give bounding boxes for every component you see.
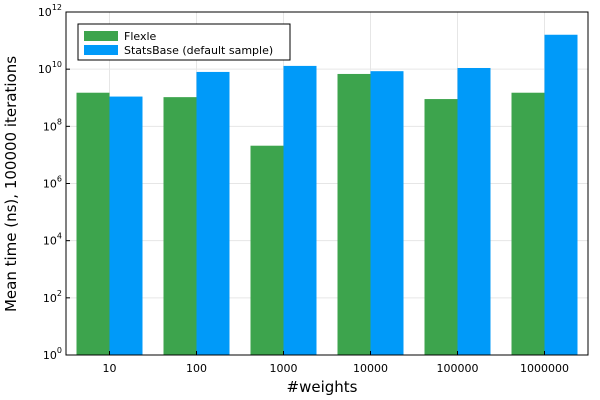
legend-swatch-flexle <box>84 31 118 41</box>
x-ticks: 10 100 1000 10000 100000 1000000 <box>103 351 569 375</box>
legend-swatch-statsbase <box>84 45 118 55</box>
bar-statsbase-1000 <box>283 65 317 355</box>
bar-flexle-10 <box>76 92 110 355</box>
y-tick-label: 102 <box>43 289 62 305</box>
bar-statsbase-100000 <box>457 67 491 356</box>
y-tick-label-exponent: 8 <box>57 117 62 126</box>
y-tick-label: 104 <box>43 232 62 248</box>
x-tick-label: 100 <box>186 362 207 375</box>
y-tick-label-exponent: 2 <box>57 289 62 298</box>
y-tick-label-base: 10 <box>43 292 57 305</box>
y-tick-label-exponent: 6 <box>57 175 62 184</box>
bar-flexle-100 <box>163 97 197 355</box>
bar-statsbase-100 <box>196 71 230 355</box>
x-tick-label: 100000 <box>437 362 479 375</box>
bar-statsbase-1000000 <box>544 34 578 356</box>
bar-flexle-1000 <box>250 145 284 355</box>
bar-flexle-100000 <box>424 99 458 356</box>
y-tick-label-base: 10 <box>43 178 57 191</box>
x-tick-label: 1000 <box>270 362 298 375</box>
y-tick-label-base: 10 <box>43 120 57 133</box>
y-tick-label: 1010 <box>38 60 62 76</box>
bars <box>76 34 578 356</box>
y-tick-label: 1012 <box>38 3 62 19</box>
y-tick-label-base: 10 <box>43 349 57 362</box>
x-tick-label: 10 <box>103 362 117 375</box>
y-tick-label: 100 <box>43 346 62 362</box>
bar-statsbase-10 <box>109 96 143 355</box>
y-tick-label-base: 10 <box>38 6 52 19</box>
y-tick-label-exponent: 0 <box>57 346 62 355</box>
y-tick-label-base: 10 <box>43 235 57 248</box>
x-tick-label: 10000 <box>353 362 388 375</box>
x-axis-label: #weights <box>287 378 358 396</box>
gridlines <box>66 11 588 356</box>
bar-statsbase-10000 <box>370 71 404 355</box>
legend-label-statsbase: StatsBase (default sample) <box>124 44 273 57</box>
bar-flexle-1000000 <box>511 92 545 355</box>
y-tick-label-exponent: 4 <box>57 232 62 241</box>
x-tick-label: 1000000 <box>520 362 569 375</box>
bar-flexle-10000 <box>337 73 371 356</box>
y-tick-label-exponent: 12 <box>52 3 62 12</box>
y-tick-label: 108 <box>43 117 62 133</box>
y-axis-label: Mean time (ns), 100000 iterations <box>2 56 20 312</box>
y-tick-label-exponent: 10 <box>52 60 62 69</box>
legend-label-flexle: Flexle <box>124 30 157 43</box>
y-tick-label-base: 10 <box>38 63 52 76</box>
y-tick-label: 106 <box>43 175 62 191</box>
